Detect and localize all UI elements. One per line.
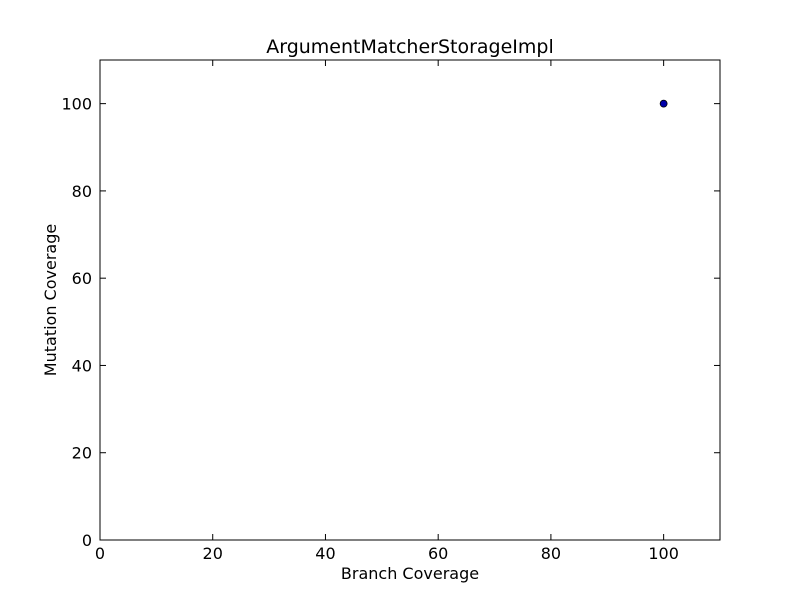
y-tick-label: 60 (72, 269, 92, 288)
y-tick-label: 0 (82, 531, 92, 550)
x-tick-label: 40 (315, 544, 335, 563)
y-tick-label: 80 (72, 182, 92, 201)
plot-area (99, 59, 721, 541)
scatter-points (659, 99, 668, 108)
plot-frame (99, 59, 721, 541)
y-tick-label: 100 (61, 95, 92, 114)
scatter-point (659, 99, 668, 108)
x-tick-label: 80 (541, 544, 561, 563)
x-tick-label: 0 (95, 544, 105, 563)
y-axis: 0 20 40 60 80 100 (61, 95, 720, 550)
y-tick-label: 20 (72, 444, 92, 463)
x-tick-label: 60 (428, 544, 448, 563)
chart-title: ArgumentMatcherStorageImpl (266, 36, 554, 58)
x-tick-label: 20 (203, 544, 223, 563)
x-axis-label: Branch Coverage (341, 564, 479, 583)
x-axis: 0 20 40 60 80 100 (95, 60, 679, 563)
x-tick-label: 100 (648, 544, 679, 563)
y-tick-label: 40 (72, 356, 92, 375)
y-axis-label: Mutation Coverage (41, 224, 60, 376)
